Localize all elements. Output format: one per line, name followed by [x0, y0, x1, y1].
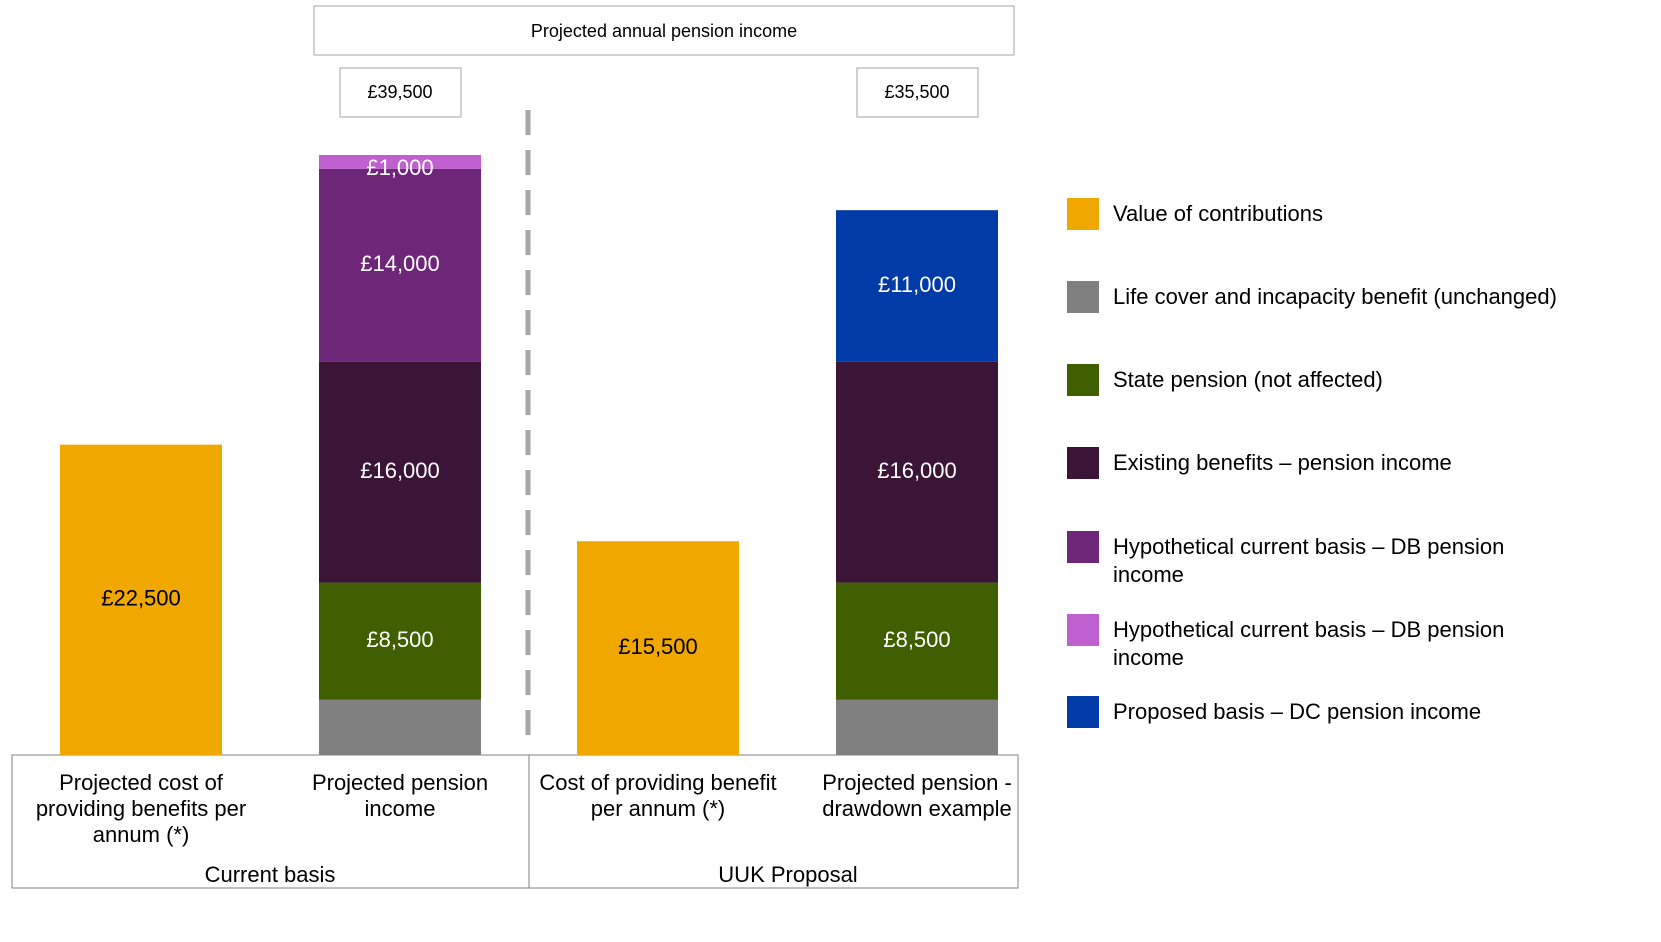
category-label: Projected pension income — [311, 770, 489, 821]
data-label: £11,000 — [878, 272, 956, 297]
group-label: UUK Proposal — [718, 862, 858, 887]
legend-label: Value of contributions — [1113, 201, 1323, 226]
data-label: £1,000 — [366, 155, 433, 180]
legend-label: State pension (not affected) — [1113, 367, 1383, 392]
legend-label: Hypothetical current basis – DB pension … — [1113, 534, 1505, 587]
legend-swatch — [1067, 614, 1099, 646]
total-box — [339, 67, 462, 118]
data-label: £14,000 — [360, 251, 440, 276]
bar-segment — [319, 168, 481, 362]
data-label: £22,500 — [101, 586, 181, 611]
legend-label: Proposed basis – DC pension income — [1113, 699, 1482, 724]
legend-swatch — [1067, 531, 1099, 563]
legend-swatch — [1067, 198, 1099, 230]
data-label: £8,500 — [366, 627, 433, 652]
header: Projected annual pension income — [531, 21, 797, 41]
category-label: Cost of providing benefit per annum (*) — [539, 770, 777, 821]
legend-swatch — [1067, 447, 1099, 479]
bar-segment — [319, 155, 481, 169]
group-label: Current basis — [204, 862, 336, 887]
bar-segment — [836, 699, 998, 755]
bar-segment — [836, 361, 998, 583]
legend-label: Life cover and incapacity benefit (uncha… — [1113, 284, 1557, 309]
legend-label: Hypothetical current basis – DB pension … — [1113, 617, 1505, 670]
bar-segment — [319, 361, 481, 583]
header-box — [313, 5, 1015, 56]
data-label: £16,000 — [360, 458, 440, 483]
bar-segment — [319, 582, 481, 700]
legend-label: Existing benefits – pension income — [1113, 450, 1452, 475]
category-label: Projected cost of providing benefits per… — [35, 770, 247, 847]
total-box — [856, 67, 979, 118]
category-label: Projected pension - drawdown example — [822, 770, 1012, 821]
legend-swatch — [1067, 281, 1099, 313]
bar-segment — [60, 444, 222, 755]
total-label: £39,500 — [367, 82, 432, 102]
bar-segment — [319, 699, 481, 755]
bar-segment — [577, 541, 739, 755]
data-label: £16,000 — [877, 458, 957, 483]
bar-segment — [836, 582, 998, 700]
legend-swatch — [1067, 364, 1099, 396]
data-label: £15,500 — [618, 634, 698, 659]
bar-segment — [836, 210, 998, 362]
data-label: £8,500 — [883, 627, 950, 652]
total-label: £35,500 — [884, 82, 949, 102]
group-box — [528, 754, 1019, 889]
legend-swatch — [1067, 696, 1099, 728]
